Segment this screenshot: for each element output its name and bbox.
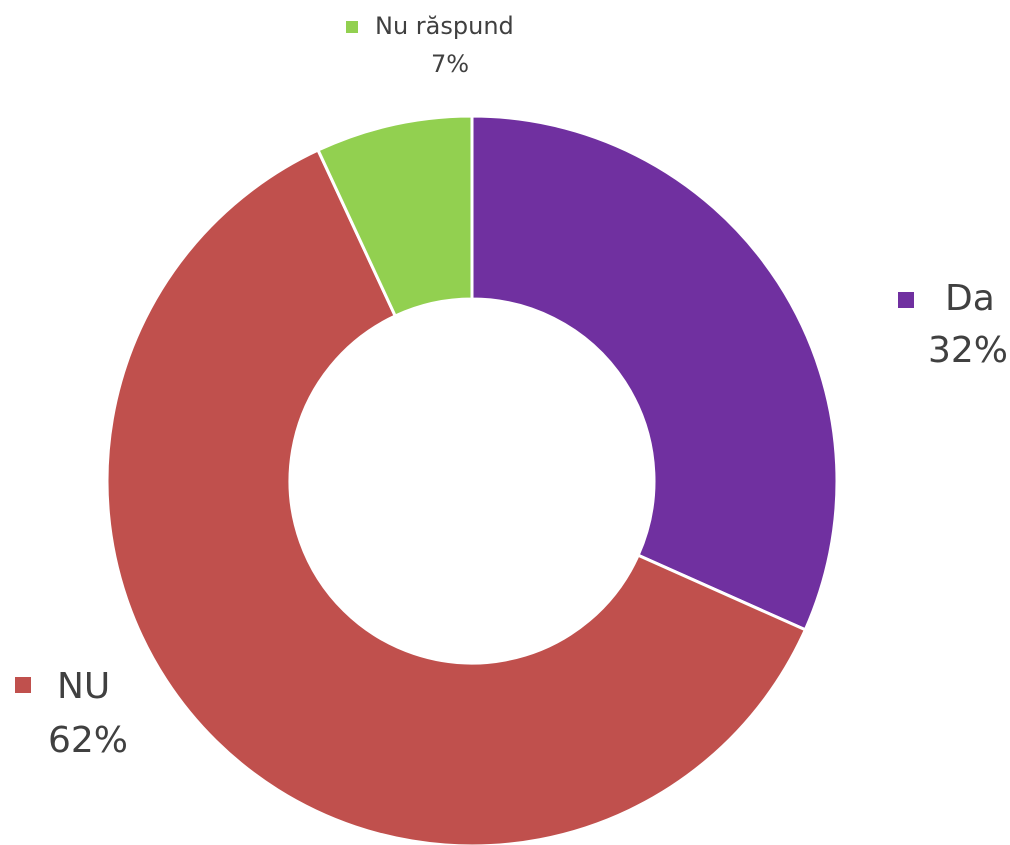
category-label: Nu răspund: [375, 12, 514, 40]
legend-swatch: [15, 677, 31, 693]
category-label: Da: [945, 278, 995, 319]
category-label: NU: [57, 666, 110, 707]
value-label: 32%: [928, 330, 1008, 371]
donut-slice: [105, 148, 808, 845]
legend-swatch: [898, 292, 914, 308]
donut-slice: [316, 114, 474, 318]
donut-slice: [470, 114, 839, 632]
value-label: 62%: [48, 720, 128, 761]
value-label: 7%: [431, 50, 469, 78]
legend-swatch: [346, 21, 358, 33]
